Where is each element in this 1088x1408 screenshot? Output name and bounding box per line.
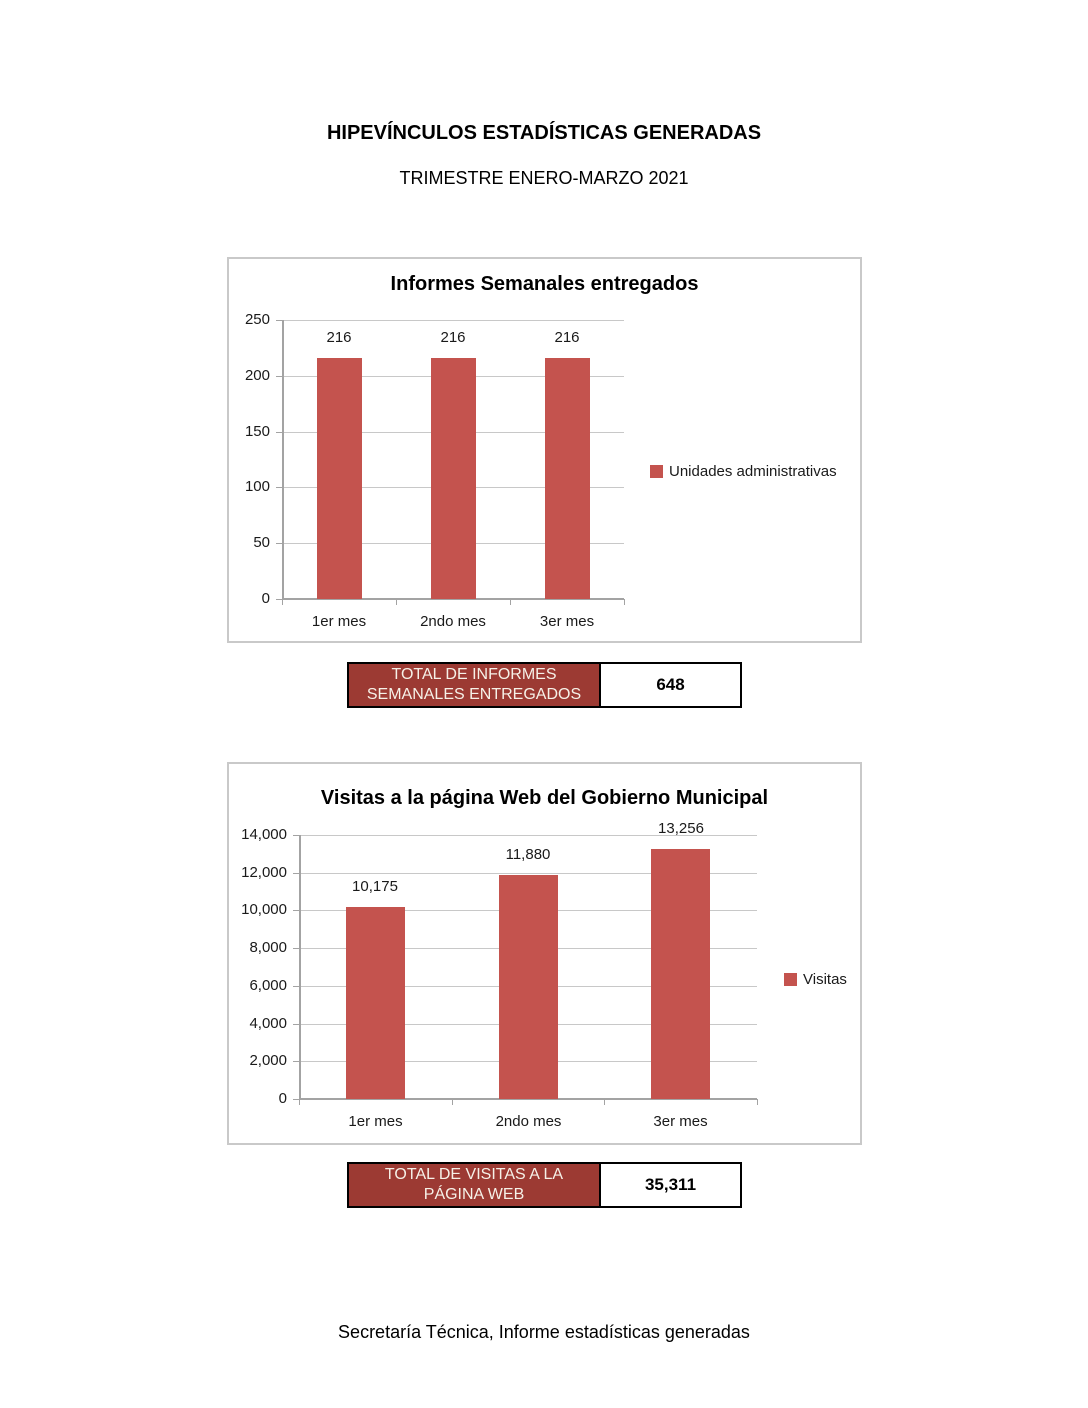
bar [346,907,405,1099]
y-axis-tick [276,432,282,433]
x-axis-line [282,598,624,600]
total-label-line: TOTAL DE INFORMES [391,666,557,683]
x-axis-line [299,1098,757,1100]
y-axis-tick [293,948,299,949]
x-axis-tick [757,1099,758,1105]
y-axis-label: 4,000 [249,1015,287,1032]
total-informes-value: 648 [601,664,740,706]
y-axis-tick [293,986,299,987]
y-axis-tick [293,835,299,836]
y-axis-label: 50 [253,534,270,551]
y-axis-tick [293,910,299,911]
legend-label: Unidades administrativas [669,463,837,480]
y-axis-tick [276,543,282,544]
y-axis-label: 0 [261,590,270,607]
total-visitas-box: TOTAL DE VISITAS A LA PÁGINA WEB 35,311 [347,1162,742,1208]
bar [317,358,362,599]
y-axis-tick [293,873,299,874]
x-axis-tick [282,599,283,605]
y-axis-line [299,835,301,1099]
y-axis-line [282,320,284,599]
y-axis-tick [293,1061,299,1062]
total-informes-box: TOTAL DE INFORMES SEMANALES ENTREGADOS 6… [347,662,742,708]
x-axis-label: 1er mes [348,1113,403,1130]
y-axis-tick [276,599,282,600]
y-axis-tick [293,1024,299,1025]
x-axis-tick [396,599,397,605]
x-axis-label: 3er mes [653,1113,708,1130]
y-axis-label: 6,000 [249,977,287,994]
x-axis-label: 2ndo mes [420,613,486,630]
bar [431,358,476,599]
x-axis-tick [452,1099,453,1105]
y-axis-tick [276,320,282,321]
chart-visitas-pagina-web: Visitas a la página Web del Gobierno Mun… [227,762,862,1145]
chart-title: Informes Semanales entregados [390,273,699,295]
y-axis-label: 2,000 [249,1052,287,1069]
document-subtitle: TRIMESTRE ENERO-MARZO 2021 [399,168,689,188]
y-axis-label: 150 [244,423,270,440]
bar-value-label: 11,880 [505,846,551,863]
y-axis-label: 100 [244,478,270,495]
total-label-line: PÁGINA WEB [423,1186,525,1203]
total-visitas-label: TOTAL DE VISITAS A LA PÁGINA WEB [349,1164,601,1206]
total-informes-label: TOTAL DE INFORMES SEMANALES ENTREGADOS [349,664,601,706]
bar-value-label: 216 [440,329,466,346]
legend-swatch [650,465,663,478]
document-footer: Secretaría Técnica, Informe estadísticas… [338,1322,750,1342]
bar [545,358,590,599]
y-axis-label: 200 [244,367,270,384]
y-axis-label: 12,000 [241,864,287,881]
gridline [299,835,757,836]
total-label-line: SEMANALES ENTREGADOS [366,686,582,703]
y-axis-label: 0 [278,1090,287,1107]
gridline [299,873,757,874]
chart-informes-semanales: Informes Semanales entregados 250 200 150 10… [227,257,862,643]
x-axis-tick [510,599,511,605]
y-axis-label: 250 [244,311,270,328]
bar-value-label: 10,175 [352,878,398,895]
total-label-line: TOTAL DE VISITAS A LA [384,1166,564,1183]
x-axis-tick [624,599,625,605]
y-axis-label: 10,000 [241,901,287,918]
bar-value-label: 13,256 [658,820,704,837]
legend-swatch [784,973,797,986]
bar-value-label: 216 [326,329,352,346]
legend-label: Visitas [803,971,847,988]
y-axis-tick [293,1099,299,1100]
y-axis-tick [276,487,282,488]
x-axis-label: 3er mes [539,613,595,630]
total-visitas-value: 35,311 [601,1164,740,1206]
bar-value-label: 216 [554,329,580,346]
bar [651,849,710,1099]
bar [499,875,558,1099]
x-axis-tick [299,1099,300,1105]
x-axis-tick [604,1099,605,1105]
y-axis-tick [276,376,282,377]
chart-title: Visitas a la página Web del Gobierno Mun… [320,787,769,809]
y-axis-label: 14,000 [241,826,287,843]
document-title: HIPEVÍNCULOS ESTADÍSTICAS GENERADAS [326,122,762,144]
gridline [282,320,624,321]
x-axis-label: 2ndo mes [495,1113,562,1130]
y-axis-label: 8,000 [249,939,287,956]
x-axis-label: 1er mes [311,613,367,630]
